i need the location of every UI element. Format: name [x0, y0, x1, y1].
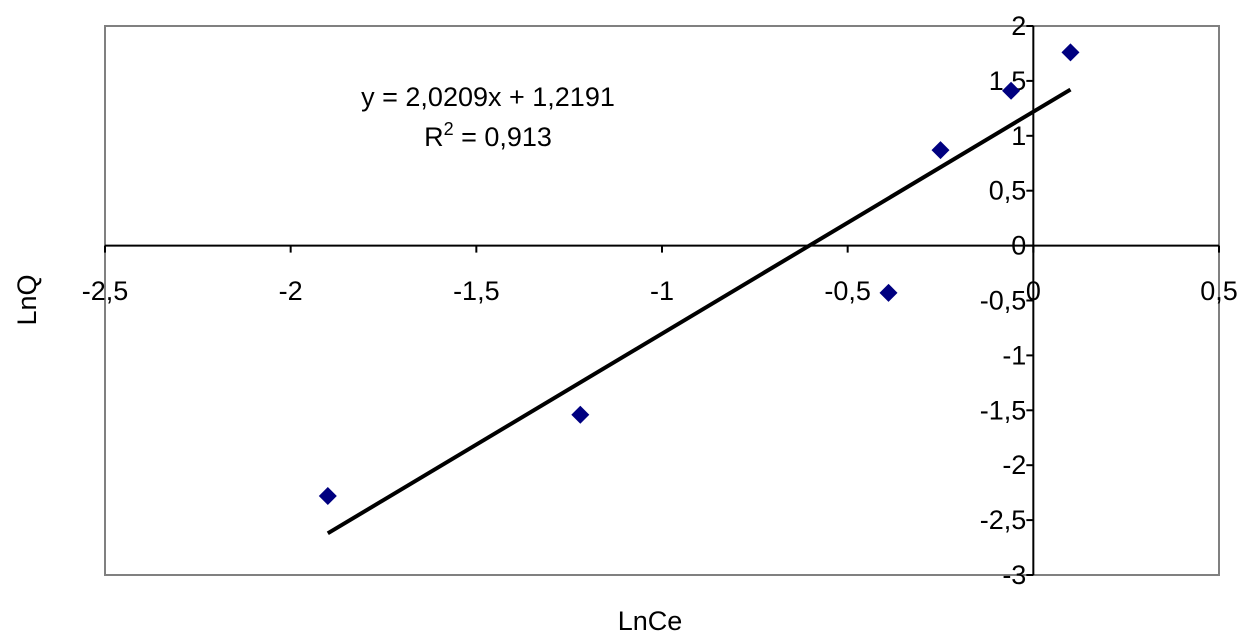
y-tick-label: -0,5: [980, 286, 1027, 316]
tick-labels: -2,5 -2 -1,5 -1 -0,5 0 0,521,510,50-0,5-1-1,5-…: [82, 11, 1238, 590]
x-axis-title: LnCe: [618, 606, 683, 635]
y-axis-title: LnQ: [12, 274, 42, 325]
y-tick-label: -3: [1002, 560, 1026, 590]
x-tick-label: -2,5: [82, 276, 129, 306]
y-tick-label: 0,5: [989, 176, 1027, 206]
y-tick-label: -1: [1002, 340, 1026, 370]
x-tick-label: 0,5: [1200, 276, 1238, 306]
trendline-group: [326, 87, 1072, 536]
data-point: [931, 141, 950, 160]
data-points: [318, 43, 1080, 505]
r-squared-label: R2 = 0,913: [424, 119, 552, 152]
x-tick-label: -1,5: [453, 276, 500, 306]
x-tick-label: -2: [279, 276, 303, 306]
data-point: [1061, 43, 1080, 62]
data-point: [879, 283, 898, 302]
y-tick-label: 0: [1011, 231, 1026, 261]
x-tick-label: -0,5: [824, 276, 871, 306]
y-tick-label: -1,5: [980, 395, 1027, 425]
y-tick-label: 2: [1011, 11, 1026, 41]
data-point: [1002, 81, 1021, 100]
data-point: [318, 486, 337, 505]
data-point: [571, 405, 590, 424]
x-tick-label: -1: [650, 276, 674, 306]
r-squared-value: = 0,913: [454, 122, 552, 152]
r-squared-superscript: 2: [444, 119, 454, 139]
trendline: [326, 87, 1072, 536]
y-tick-label: 1: [1011, 121, 1026, 151]
y-tick-label: -2: [1002, 450, 1026, 480]
y-tick-label: -2,5: [980, 505, 1027, 535]
equation-label: y = 2,0209x + 1,2191: [361, 82, 615, 112]
axes: [104, 25, 1220, 576]
x-tick-label: 0: [1026, 276, 1041, 306]
r-squared-prefix: R: [424, 122, 444, 152]
